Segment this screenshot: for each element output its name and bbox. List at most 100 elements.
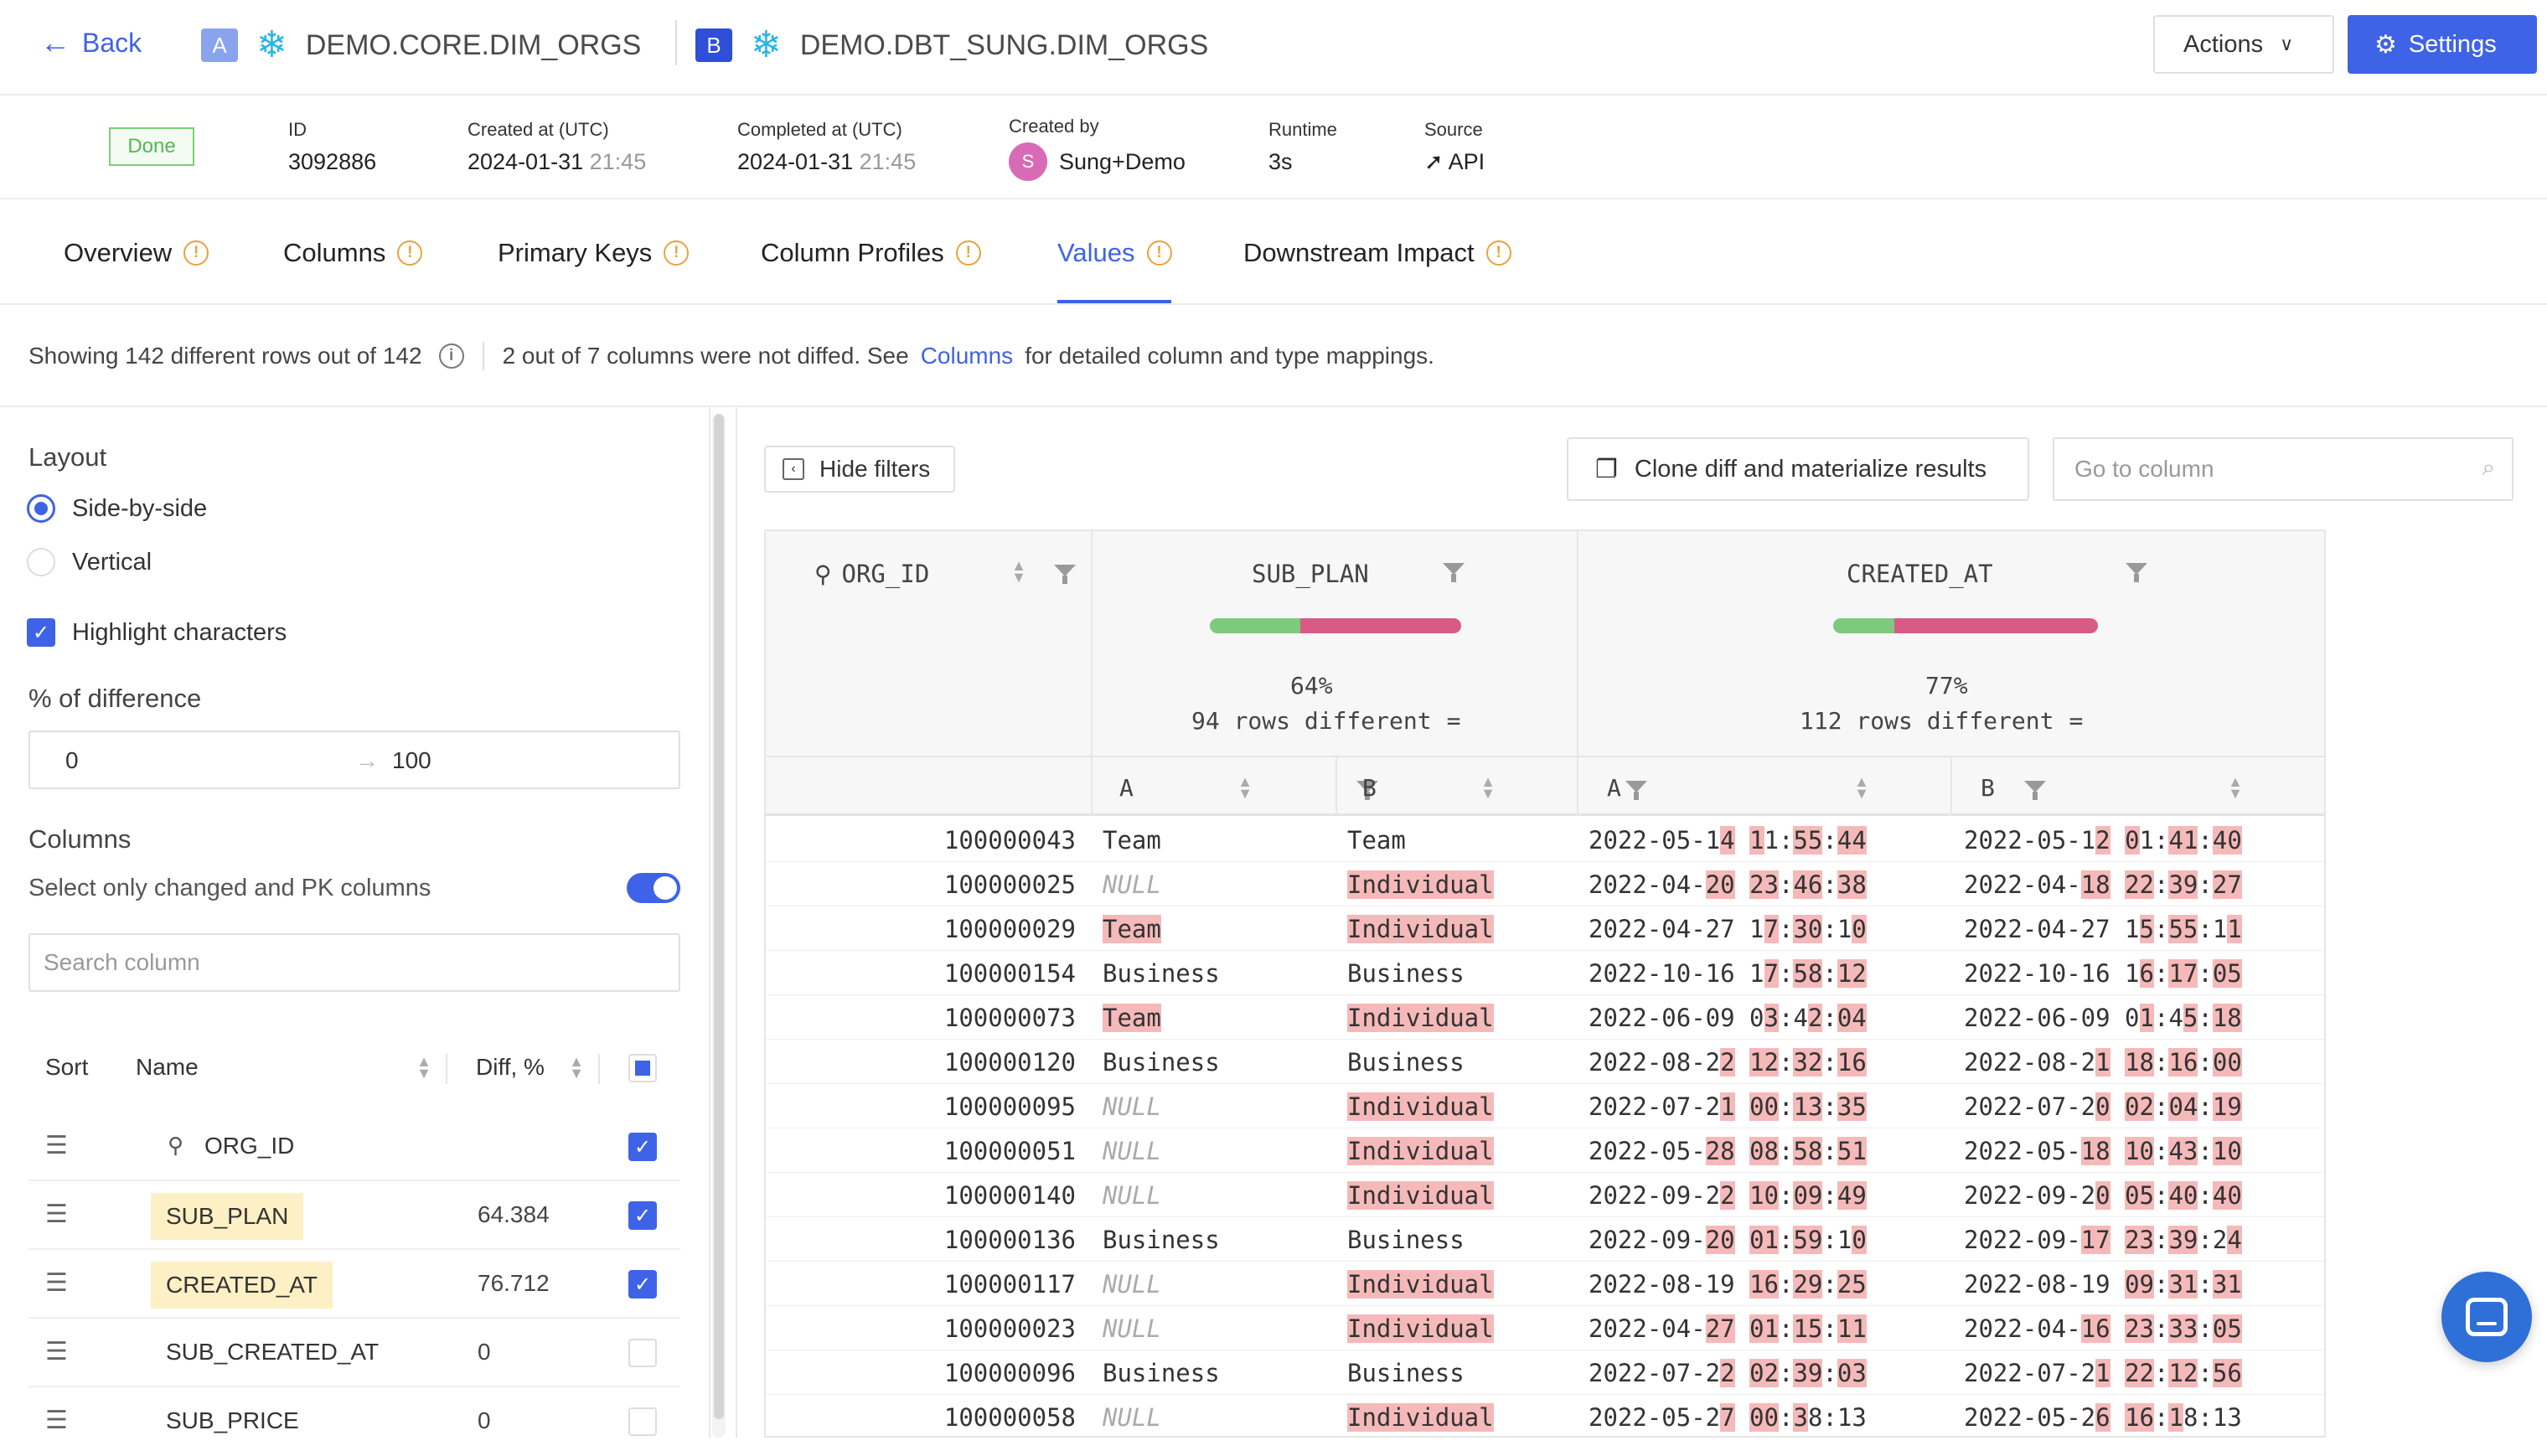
sort-icon[interactable]: ▲ ▼ <box>1854 773 1869 802</box>
tab-values[interactable]: Values! <box>1057 238 1172 268</box>
sort-icon[interactable]: ▲ ▼ <box>569 1053 584 1082</box>
table-row[interactable]: 100000117 NULL Individual 2022-08-19 16:29:… <box>766 1262 2324 1306</box>
tab-downstream-impact[interactable]: Downstream Impact! <box>1243 238 1511 268</box>
sub-plan-header[interactable]: SUB_PLAN <box>1252 560 1369 588</box>
name-header[interactable]: Name <box>136 1054 199 1080</box>
search-column-input[interactable]: Search column <box>28 933 680 992</box>
source-a: A ❄ DEMO.CORE.DIM_ORGS <box>201 27 641 64</box>
table-row[interactable]: 100000096 Business Business 2022-07-22 02:3… <box>766 1350 2324 1395</box>
sub-plan-b-header[interactable]: B <box>1362 774 1377 802</box>
drag-handle-icon[interactable]: ☰ <box>45 1132 68 1159</box>
select-all-checkbox[interactable] <box>628 1054 657 1082</box>
column-diff: 0 <box>478 1407 491 1433</box>
table-row[interactable]: 100000043 Team Team 2022-05-14 11:55:44 2022… <box>766 818 2324 862</box>
table-row[interactable]: 100000140 NULL Individual 2022-09-22 10:09:… <box>766 1173 2324 1217</box>
org-id-cell: 100000051 <box>943 1137 1076 1165</box>
created-at-a-cell: 2022-07-21 00:13:35 <box>1589 1092 1867 1121</box>
sort-icon[interactable]: ▲ ▼ <box>1011 557 1026 586</box>
column-row[interactable]: ☰ SUB_CREATED_AT 0 <box>28 1320 680 1387</box>
arrow-left-icon: ← <box>40 25 70 59</box>
changed-only-switch[interactable] <box>627 873 680 903</box>
sidebar-scrollbar[interactable] <box>712 414 726 1438</box>
diff-header[interactable]: Diff, % <box>476 1054 545 1080</box>
table-row[interactable]: 100000029 Team Individual 2022-04-27 17:30:… <box>766 906 2324 951</box>
table-row[interactable]: 100000154 Business Business 2022-10-16 17:5… <box>766 951 2324 995</box>
column-row[interactable]: ☰ SUB_PLAN 64.384 ✓ <box>28 1183 680 1250</box>
sort-icon[interactable]: ▲ ▼ <box>416 1053 431 1082</box>
table-row[interactable]: 100000095 NULL Individual 2022-07-21 00:13:… <box>766 1084 2324 1128</box>
layout-option-vertical[interactable]: Vertical <box>27 548 152 576</box>
highlight-checkbox[interactable]: ✓ <box>27 618 55 647</box>
chat-launcher-button[interactable] <box>2441 1272 2532 1362</box>
table-row[interactable]: 100000136 Business Business 2022-09-20 01:5… <box>766 1217 2324 1262</box>
highlight-characters-toggle[interactable]: ✓ Highlight characters <box>27 618 287 647</box>
org-id-cell: 100000136 <box>943 1226 1076 1254</box>
org-id-cell: 100000043 <box>943 826 1076 854</box>
filter-icon[interactable] <box>1356 781 1379 800</box>
columns-link[interactable]: Columns <box>920 343 1014 369</box>
created-at-a-cell: 2022-10-16 17:58:12 <box>1589 959 1867 988</box>
filter-icon[interactable] <box>2125 563 2147 582</box>
info-icon[interactable]: i <box>438 343 464 369</box>
table-row[interactable]: 100000073 Team Individual 2022-06-09 03:42:… <box>766 995 2324 1040</box>
drag-handle-icon[interactable]: ☰ <box>45 1407 68 1434</box>
warning-icon: ! <box>183 240 209 266</box>
radio-side-by-side[interactable] <box>27 494 55 523</box>
sub-plan-pct: 64% <box>1290 672 1333 700</box>
column-checkbox[interactable] <box>628 1339 657 1367</box>
created-at-a-header[interactable]: A <box>1607 774 1621 802</box>
created-at-header[interactable]: CREATED_AT <box>1847 560 1993 588</box>
sub-plan-a-cell: Business <box>1103 1226 1220 1254</box>
sort-icon[interactable]: ▲ ▼ <box>2228 773 2243 802</box>
drag-handle-icon[interactable]: ☰ <box>45 1200 68 1228</box>
column-checkbox[interactable]: ✓ <box>628 1133 657 1161</box>
radio-vertical[interactable] <box>27 548 55 576</box>
filter-icon[interactable] <box>1443 563 1465 582</box>
column-checkbox[interactable]: ✓ <box>628 1201 657 1230</box>
column-row[interactable]: ☰ ⚲ ORG_ID ✓ <box>28 1114 680 1181</box>
tab-columns[interactable]: Columns! <box>283 238 423 268</box>
column-diff: 0 <box>478 1339 491 1365</box>
table-row[interactable]: 100000025 NULL Individual 2022-04-20 23:46:… <box>766 862 2324 906</box>
layout-option-side-by-side[interactable]: Side-by-side <box>27 494 207 523</box>
column-row[interactable]: ☰ SUB_PRICE 0 <box>28 1389 680 1456</box>
equals-icon[interactable]: = <box>2069 707 2084 735</box>
go-to-column-input[interactable]: Go to column ⌕ <box>2053 437 2513 501</box>
created-at-a-cell: 2022-08-19 16:29:25 <box>1589 1270 1867 1299</box>
org-id-cell: 100000025 <box>943 870 1076 899</box>
column-checkbox[interactable]: ✓ <box>628 1270 657 1299</box>
copy-icon: ❐ <box>1595 455 1618 483</box>
table-row[interactable]: 100000023 NULL Individual 2022-04-27 01:15:… <box>766 1306 2324 1350</box>
column-checkbox[interactable] <box>628 1407 657 1436</box>
sub-plan-diff-bar <box>1210 618 1461 633</box>
sort-icon[interactable]: ▲ ▼ <box>1237 773 1253 802</box>
settings-button[interactable]: ⚙ Settings <box>2348 15 2537 74</box>
tab-primary-keys[interactable]: Primary Keys! <box>498 238 690 268</box>
sort-icon[interactable]: ▲ ▼ <box>1480 773 1496 802</box>
back-button[interactable]: ← Back <box>40 25 142 59</box>
filter-icon[interactable] <box>1625 781 1647 800</box>
pk-column-header[interactable]: ⚲ ORG_ID <box>814 560 930 588</box>
clone-diff-button[interactable]: ❐ Clone diff and materialize results <box>1567 437 2029 501</box>
actions-button[interactable]: Actions ∨ <box>2153 15 2334 74</box>
mismatch-segment <box>1894 618 2098 633</box>
tab-overview[interactable]: Overview! <box>64 238 209 268</box>
table-row[interactable]: 100000120 Business Business 2022-08-22 12:3… <box>766 1040 2324 1084</box>
column-row[interactable]: ☰ CREATED_AT 76.712 ✓ <box>28 1252 680 1319</box>
sidebar-scrollbar-thumb[interactable] <box>714 414 724 1419</box>
filter-icon[interactable] <box>2024 781 2047 800</box>
sub-plan-a-header[interactable]: A <box>1119 774 1134 802</box>
pct-min[interactable]: 0 <box>65 747 79 773</box>
col-divider <box>1950 757 1952 816</box>
hide-filters-button[interactable]: ‹ Hide filters <box>764 446 955 493</box>
equals-icon[interactable]: = <box>1446 707 1461 735</box>
filter-icon[interactable] <box>1054 565 1076 584</box>
drag-handle-icon[interactable]: ☰ <box>45 1269 68 1297</box>
created-at-b-header[interactable]: B <box>1981 774 1995 802</box>
table-row[interactable]: 100000058 NULL Individual 2022-05-27 00:38:… <box>766 1395 2324 1436</box>
pct-max[interactable]: 100 <box>392 747 431 773</box>
table-row[interactable]: 100000051 NULL Individual 2022-05-28 08:58:… <box>766 1128 2324 1173</box>
drag-handle-icon[interactable]: ☰ <box>45 1338 68 1366</box>
pct-range-input[interactable]: 0 → 100 <box>28 731 680 789</box>
tab-column-profiles[interactable]: Column Profiles! <box>761 238 981 268</box>
